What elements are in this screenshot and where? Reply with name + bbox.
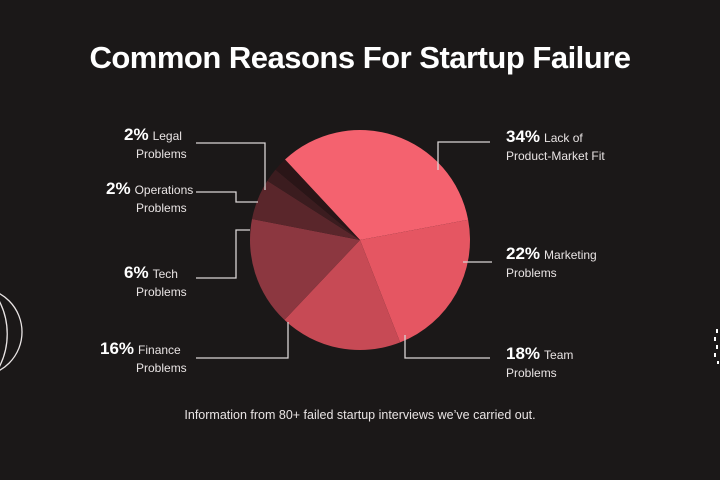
- footnote: Information from 80+ failed startup inte…: [184, 408, 536, 422]
- slice-label-operations: 2% Operations Problems: [106, 180, 193, 217]
- slice-percent: 16%: [100, 339, 135, 358]
- pie-slice-product-market-fit: [284, 130, 469, 240]
- leader-line-team: [404, 335, 490, 359]
- pie-slice-legal: [275, 159, 360, 240]
- pie-slice-tech: [252, 180, 360, 240]
- leader-line-operations: [196, 191, 258, 203]
- slice-label-text: Problems: [136, 361, 187, 375]
- slice-label-text: Product-Market Fit: [506, 149, 605, 163]
- slice-label-marketing: 22% Marketing Problems: [506, 245, 597, 282]
- slice-label-text: Marketing: [544, 248, 597, 262]
- decorative-dots: [714, 329, 719, 364]
- slice-label-text: Problems: [136, 147, 187, 161]
- slice-percent: 2%: [106, 179, 131, 198]
- leader-line-legal: [196, 142, 266, 190]
- slice-percent: 18%: [506, 344, 541, 363]
- slice-percent: 34%: [506, 127, 541, 146]
- leader-line-product-market-fit: [437, 141, 490, 170]
- slice-label-text: Problems: [136, 201, 187, 215]
- pie-slice-marketing: [360, 219, 470, 343]
- slice-label-text: Finance: [138, 343, 181, 357]
- leader-line-finance: [196, 322, 289, 359]
- slice-label-text: Problems: [136, 285, 187, 299]
- page-title: Common Reasons For Startup Failure: [89, 40, 631, 75]
- slice-label-text: Tech: [152, 267, 178, 281]
- slice-label-tech: 6% Tech Problems: [124, 264, 187, 301]
- pie-slice-finance: [249, 219, 360, 320]
- slice-label-legal: 2% Legal Problems: [124, 126, 187, 163]
- slice-label-text: Lack of: [544, 131, 583, 145]
- slice-label-text: Problems: [506, 266, 557, 280]
- slice-label-team: 18% Team Problems: [506, 345, 573, 382]
- slice-label-text: Problems: [506, 366, 557, 380]
- slice-label-text: Legal: [152, 129, 182, 143]
- slice-percent: 6%: [124, 263, 149, 282]
- slice-label-product-market-fit: 34% Lack of Product-Market Fit: [506, 128, 605, 165]
- slice-percent: 22%: [506, 244, 541, 263]
- leader-line-tech: [196, 229, 250, 279]
- pie-slice-operations: [267, 169, 360, 240]
- slice-label-text: Operations: [134, 183, 194, 197]
- pie-slice-team: [284, 240, 401, 351]
- decorative-arcs: [0, 293, 23, 371]
- slice-label-finance: 16% Finance Problems: [100, 340, 187, 377]
- slice-percent: 2%: [124, 125, 149, 144]
- slice-label-text: Team: [544, 348, 574, 362]
